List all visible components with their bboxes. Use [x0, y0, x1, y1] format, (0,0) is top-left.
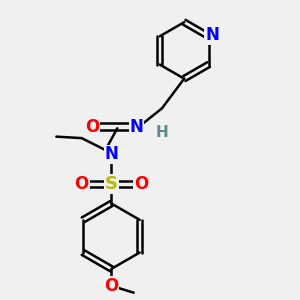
Text: O: O [104, 277, 118, 295]
Text: O: O [74, 175, 89, 193]
Text: H: H [155, 125, 168, 140]
Text: N: N [130, 118, 144, 136]
Text: O: O [134, 175, 148, 193]
Text: O: O [85, 118, 99, 136]
Text: S: S [105, 175, 118, 193]
Text: N: N [205, 26, 219, 44]
Text: N: N [104, 146, 118, 164]
